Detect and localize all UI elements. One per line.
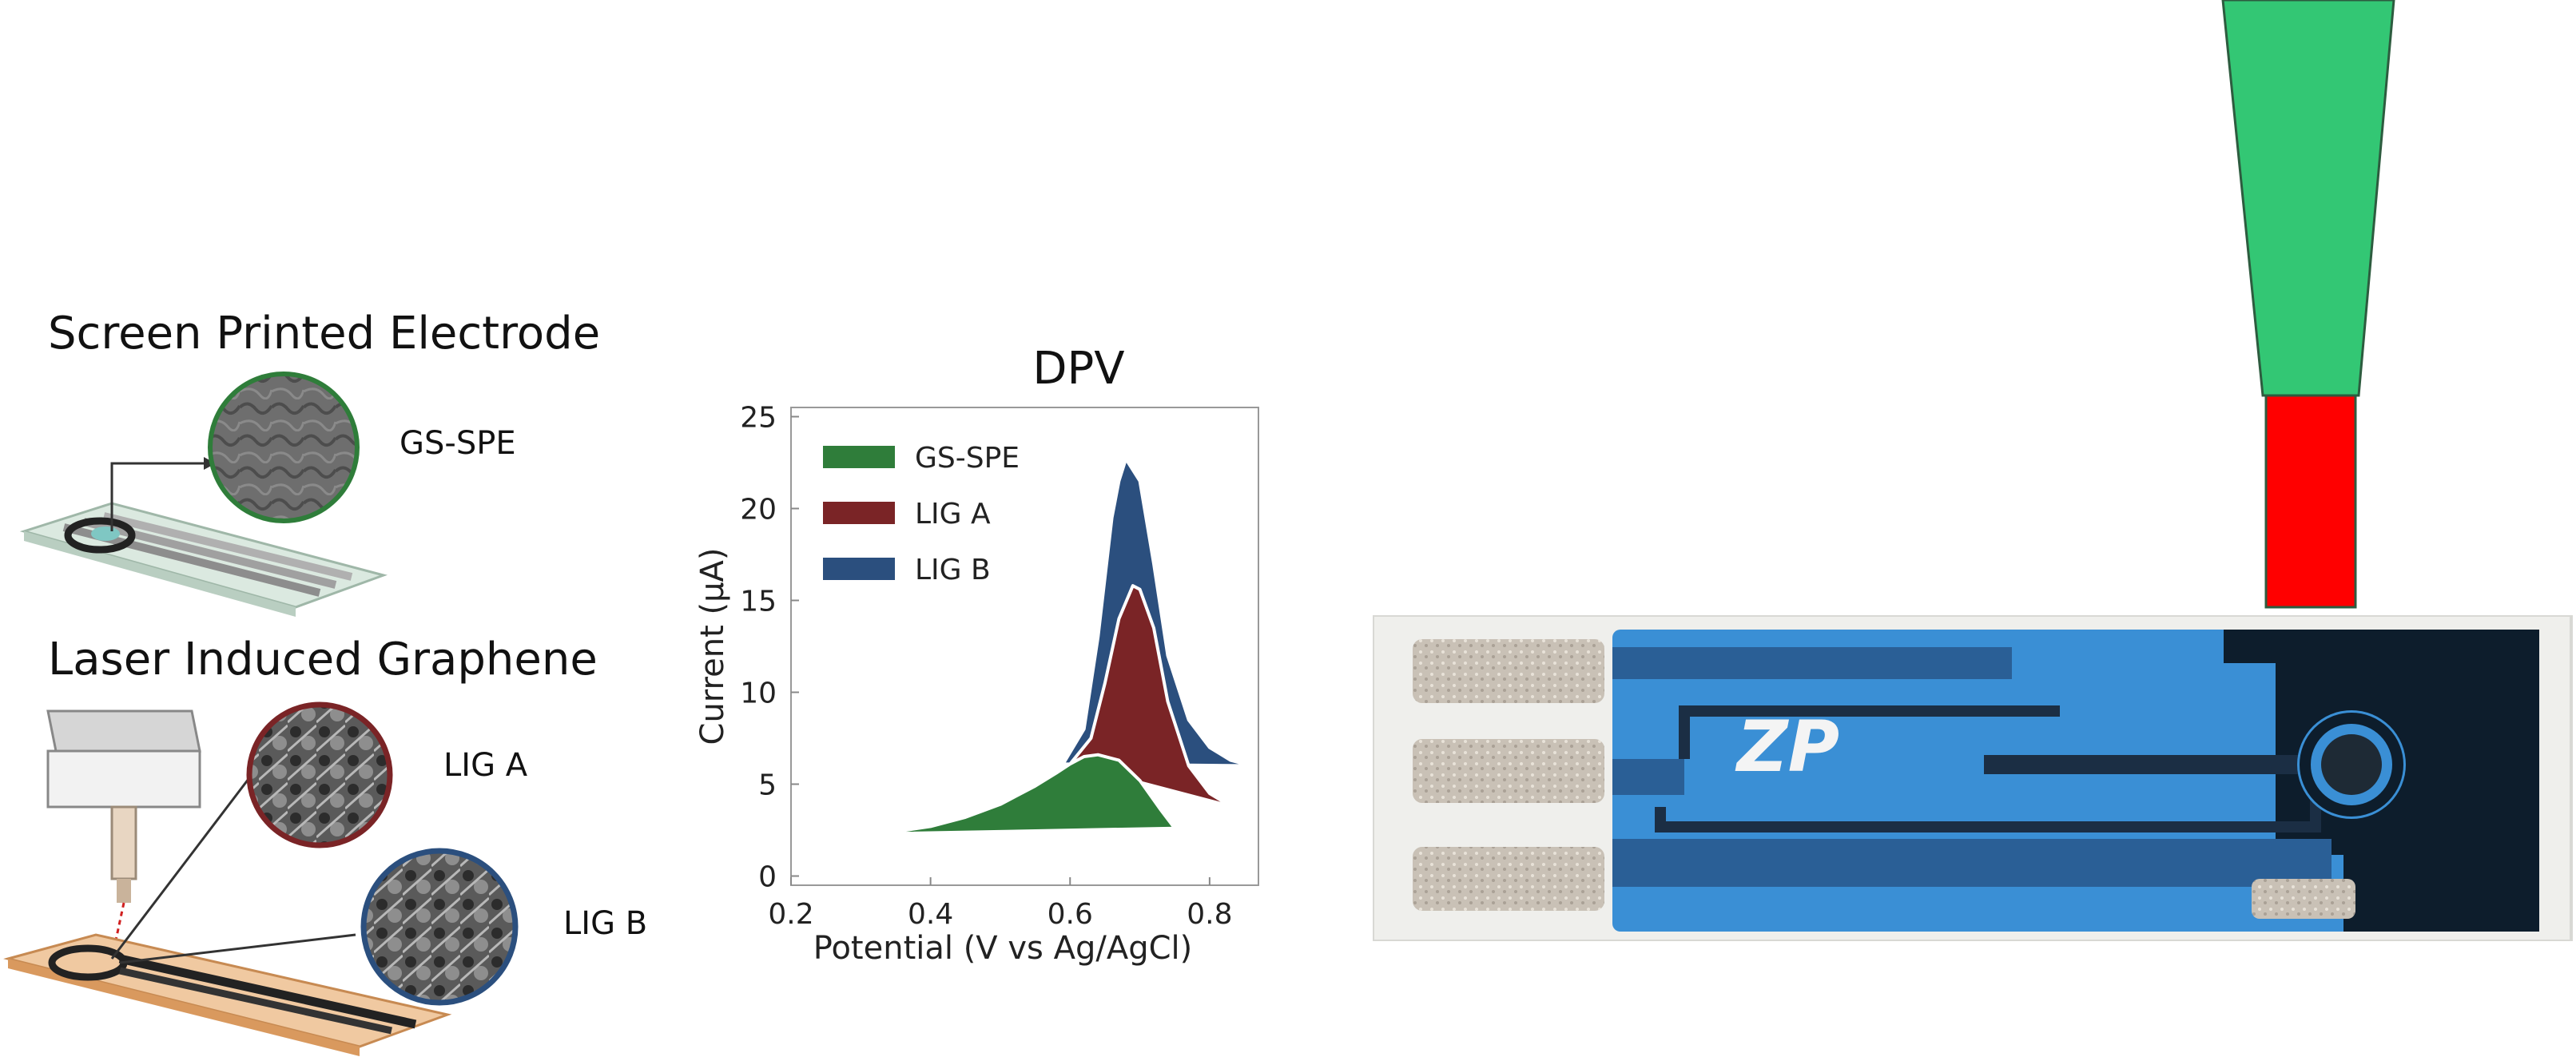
x-tick-label: 0.2 (768, 898, 813, 931)
lig-heading: Laser Induced Graphene (48, 634, 598, 685)
sensor-strip: ZP (1373, 615, 2573, 941)
plot-frame (790, 407, 1259, 886)
y-tick-label: 20 (740, 494, 777, 527)
spe-heading: Screen Printed Electrode (48, 308, 601, 360)
legend-swatch (823, 446, 895, 468)
gs-spe-label: GS-SPE (400, 425, 516, 462)
legend-label: LIG A (915, 498, 991, 530)
y-tick-label: 25 (740, 402, 777, 435)
y-tick-label: 15 (740, 586, 777, 618)
legend-swatch (823, 558, 895, 580)
lig-a-label: LIG A (443, 747, 528, 784)
y-tick-label: 5 (758, 769, 777, 802)
y-tick-label: 10 (740, 678, 777, 710)
series-area-gs-spe (880, 753, 1177, 836)
indicator-shape (2221, 0, 2395, 609)
legend-label: GS-SPE (915, 442, 1020, 475)
legend-swatch (823, 502, 895, 524)
y-axis-label: Current (μA) (694, 548, 731, 745)
x-tick-label: 0.6 (1047, 898, 1093, 931)
x-tick-label: 0.4 (908, 898, 953, 931)
chart-title: DPV (1032, 343, 1124, 395)
legend-label: LIG B (915, 554, 991, 586)
y-tick-label: 0 (758, 861, 777, 894)
indicator-bottom-section (2264, 394, 2357, 609)
lig-b-label: LIG B (563, 905, 648, 942)
spe-illustration (19, 372, 388, 617)
indicator-top-section (2221, 0, 2395, 397)
x-axis-label: Potential (V vs Ag/AgCl) (813, 930, 1193, 967)
dpv-chart: DPV 0.2 0.4 0.6 0.8 0 5 10 15 20 25 GS-SPE LIG A LI… (694, 343, 1259, 967)
lig-illustration (3, 701, 519, 1056)
series-area-lig-a (1068, 584, 1233, 809)
x-tick-label: 0.8 (1187, 898, 1232, 931)
strip-logo: ZP (1735, 705, 1839, 788)
